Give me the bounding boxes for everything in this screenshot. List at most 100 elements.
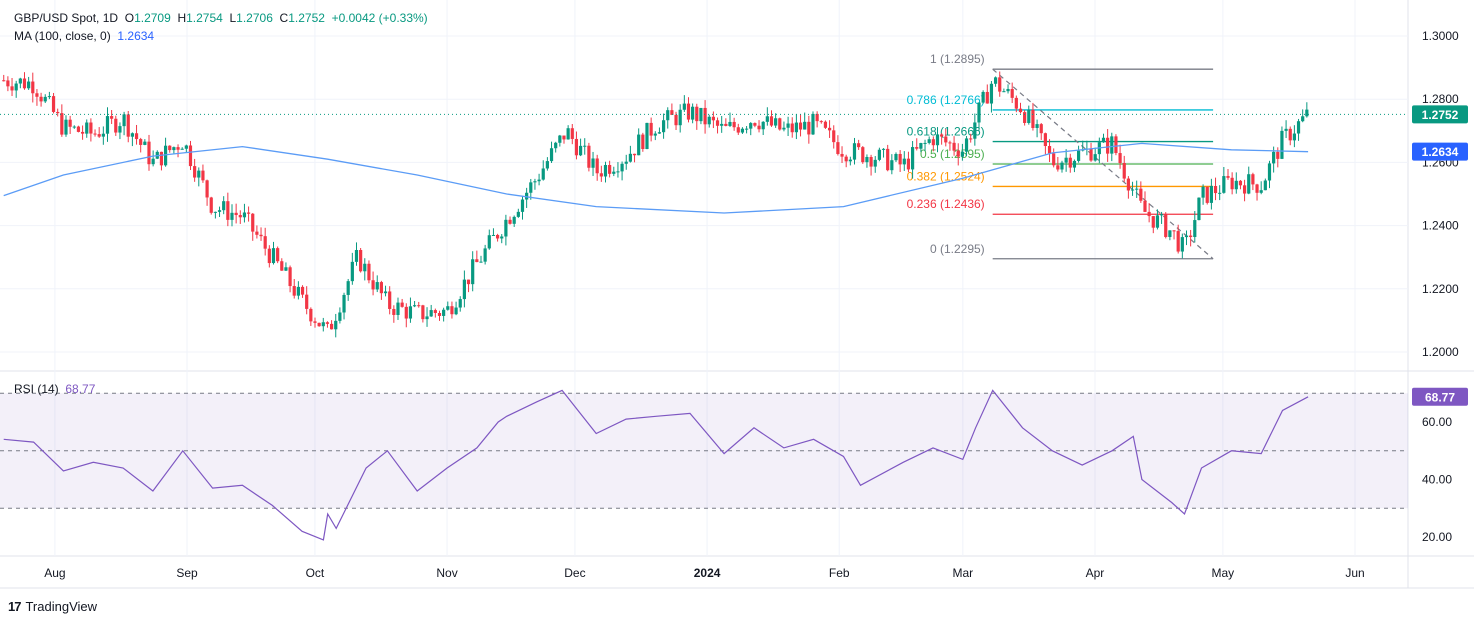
candle-body: [1089, 148, 1093, 161]
candle-body: [595, 158, 599, 174]
candle-body: [329, 323, 334, 330]
candle-body: [964, 138, 969, 152]
candle-body: [1201, 186, 1205, 198]
candle-body: [284, 267, 288, 271]
candle-body: [1267, 163, 1272, 181]
candle-body: [861, 147, 865, 163]
x-tick-label: Feb: [829, 566, 850, 580]
candle-body: [1139, 188, 1143, 201]
candle-body: [437, 312, 442, 316]
candle-body: [122, 114, 126, 127]
candle-body: [944, 136, 948, 143]
candle-body: [1060, 162, 1064, 170]
candle-body: [881, 148, 886, 150]
candle-body: [483, 248, 487, 262]
candle-body: [475, 259, 479, 263]
candle-body: [417, 305, 421, 307]
candle-body: [184, 145, 188, 149]
candle-body: [935, 134, 940, 146]
candle-body: [1064, 157, 1068, 163]
candle-body: [666, 110, 670, 121]
tradingview-logo[interactable]: 17 TradingView: [8, 599, 97, 614]
candle-body: [981, 91, 985, 103]
candle-body: [359, 250, 363, 272]
candle-body: [1027, 109, 1031, 123]
candle-body: [998, 77, 1002, 92]
ma-label: MA (100, close, 0): [14, 29, 111, 43]
candle-body: [408, 306, 413, 319]
candle-body: [429, 310, 433, 317]
candle-body: [948, 142, 952, 144]
candle-body: [338, 312, 342, 321]
candle-body: [22, 78, 27, 89]
candle-body: [508, 219, 512, 224]
fib-level-label: 0.236 (1.2436): [907, 197, 985, 211]
candle-body: [624, 161, 628, 164]
candle-body: [691, 106, 695, 120]
candle-body: [292, 286, 296, 296]
candle-body: [852, 143, 857, 160]
candle-body: [686, 103, 691, 120]
candle-body: [1130, 189, 1135, 191]
candle-body: [76, 126, 81, 132]
candle-body: [1222, 176, 1226, 193]
candle-body: [1288, 128, 1292, 141]
candle-body: [836, 142, 840, 154]
candle-body: [234, 212, 238, 216]
candle-body: [661, 120, 666, 133]
candle-body: [823, 121, 828, 128]
candle-body: [599, 173, 603, 177]
candle-body: [43, 96, 47, 102]
candle-body: [886, 148, 890, 171]
candle-body: [1018, 108, 1023, 113]
candle-body: [27, 81, 31, 89]
candle-body: [1189, 235, 1193, 238]
candle-body: [342, 294, 346, 313]
candle-body: [1043, 133, 1047, 147]
candle-body: [392, 308, 396, 315]
ma-price-badge: [1412, 142, 1468, 161]
candle-body: [479, 261, 483, 263]
candle-body: [388, 291, 392, 309]
candle-body: [1164, 214, 1168, 237]
candle-body: [238, 215, 242, 218]
candle-body: [645, 122, 649, 149]
candle-body: [1276, 151, 1280, 159]
candle-body: [1114, 136, 1118, 154]
x-tick-label: Nov: [436, 566, 457, 580]
candle-body: [906, 158, 911, 170]
candle-body: [591, 158, 595, 168]
candle-body: [51, 96, 56, 112]
candle-body: [31, 81, 35, 94]
candle-body: [902, 158, 906, 165]
candle-body: [1255, 184, 1259, 193]
candle-body: [516, 211, 520, 217]
candle-body: [757, 125, 761, 130]
candle-body: [1184, 235, 1189, 238]
candle-body: [80, 131, 85, 134]
candle-body: [433, 310, 437, 313]
candle-body: [1280, 130, 1284, 159]
candle-body: [525, 192, 529, 200]
candle-body: [570, 128, 574, 139]
high-value: 1.2754: [186, 11, 223, 25]
candle-body: [545, 161, 549, 169]
candle-body: [371, 280, 375, 290]
candle-body: [126, 114, 130, 137]
candle-body: [193, 166, 197, 178]
candle-body: [877, 149, 881, 160]
candle-body: [769, 116, 774, 126]
candle-body: [811, 113, 815, 135]
fib-level-label: 0 (1.2295): [930, 242, 985, 256]
candle-body: [554, 142, 558, 149]
candle-body: [471, 259, 475, 285]
candle-body: [143, 141, 147, 145]
candle-body: [56, 111, 60, 114]
candle-body: [985, 91, 989, 104]
candle-body: [674, 114, 678, 126]
rsi-value-badge-label: 68.77: [1425, 390, 1455, 404]
low-label: L: [229, 11, 237, 25]
open-label: O: [124, 11, 135, 25]
candle-body: [39, 96, 43, 102]
